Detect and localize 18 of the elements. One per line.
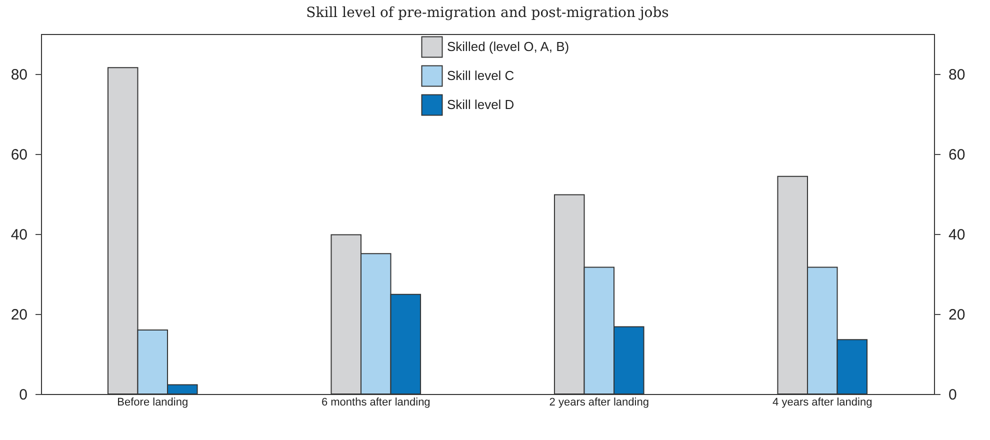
legend-label: Skill level C [447, 68, 514, 83]
y-tick-label: 80 [10, 66, 28, 84]
y-tick-label: 60 [10, 146, 28, 164]
x-tick-label: Before landing [117, 396, 188, 408]
legend-label: Skilled (level O, A, B) [447, 39, 570, 54]
y2-tick-label: 80 [948, 66, 966, 84]
x-tick-label: 2 years after landing [549, 396, 649, 408]
y2-tick-label: 60 [948, 146, 966, 164]
y2-tick-label: 0 [948, 386, 957, 404]
y2-tick-label: 40 [948, 226, 966, 244]
y-tick-label: 0 [19, 386, 28, 404]
y-tick-label: 40 [10, 226, 28, 244]
y-tick-label: 20 [10, 306, 28, 324]
x-tick-label: 6 months after landing [321, 396, 430, 408]
chart-title: Skill level of pre-migration and post-migration jobs [306, 5, 669, 21]
y2-tick-label: 20 [948, 306, 966, 324]
legend-label: Skill level D [447, 97, 514, 112]
x-tick-label: 4 years after landing [772, 396, 872, 408]
